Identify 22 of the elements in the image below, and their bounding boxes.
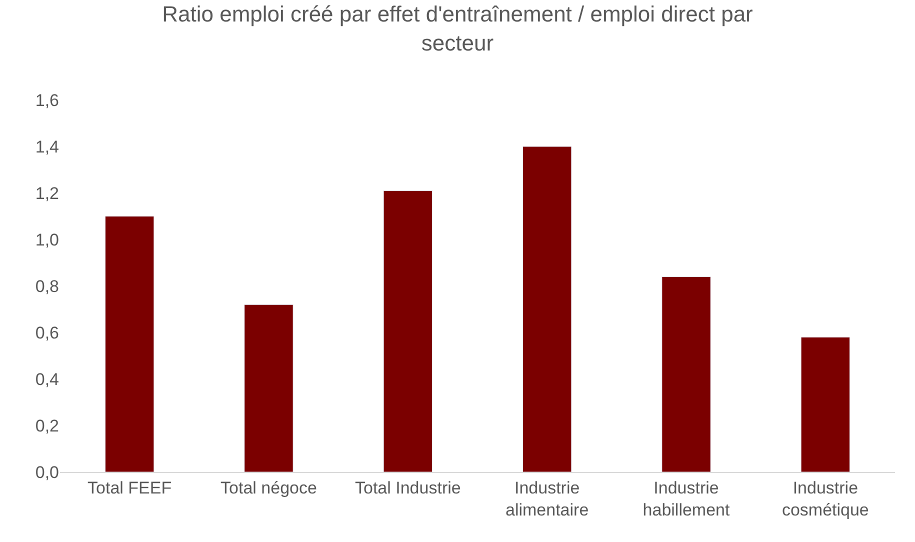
y-tick-label: 1,6 [35, 90, 59, 110]
bar [522, 146, 572, 472]
y-tick-label: 0,2 [35, 416, 59, 436]
x-tick-label: Total négoce [220, 478, 317, 498]
bar [244, 304, 294, 472]
y-tick-label: 1,0 [35, 230, 59, 250]
y-tick-label: 0,0 [35, 462, 59, 482]
chart-title: Ratio emploi créé par effet d'entraînement / emploi direct par secteur [162, 2, 753, 56]
x-tick-label: Industrie habillement [642, 478, 730, 520]
y-tick-label: 0,4 [35, 370, 59, 389]
y-tick-label: 1,2 [35, 184, 59, 203]
bar [383, 190, 433, 472]
y-tick-label: 0,8 [35, 276, 59, 296]
bar [800, 336, 850, 472]
y-tick-label: 0,6 [35, 323, 59, 342]
y-tick-label: 1,4 [35, 137, 59, 156]
x-tick-label: Total Industrie [355, 478, 461, 498]
x-tick-label: Industrie alimentaire [506, 478, 589, 520]
bar [104, 216, 154, 472]
x-tick-label: Total FEEF [88, 478, 172, 498]
x-tick-label: Industrie cosmétique [782, 478, 869, 520]
bar [662, 276, 711, 472]
